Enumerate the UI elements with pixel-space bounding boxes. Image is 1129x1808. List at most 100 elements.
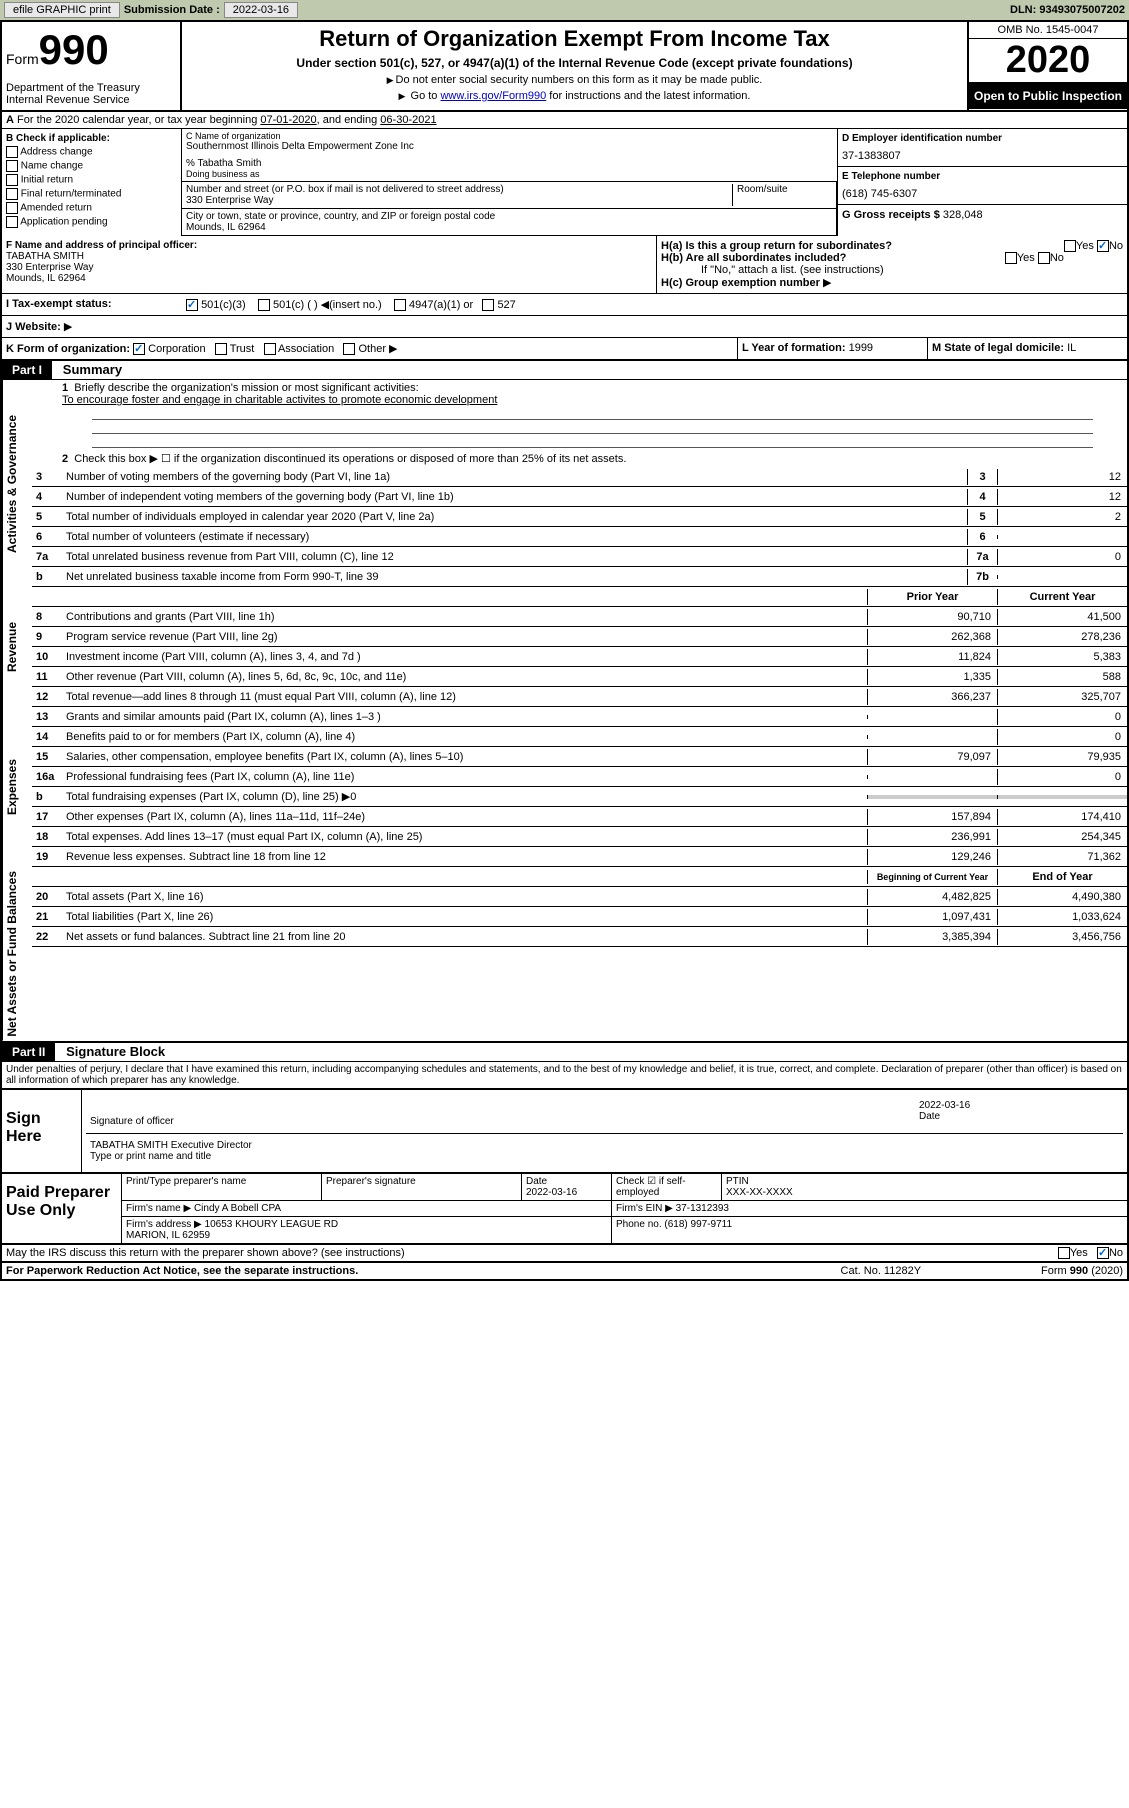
officer-label: F Name and address of principal officer:: [6, 240, 197, 251]
table-row: 5Total number of individuals employed in…: [32, 507, 1127, 527]
table-row: 14Benefits paid to or for members (Part …: [32, 727, 1127, 747]
k-label: K Form of organization:: [6, 343, 130, 355]
tax-status-row: I Tax-exempt status: 501(c)(3) 501(c) ( …: [2, 294, 1127, 316]
prep-check-label: Check ☑ if self-employed: [612, 1174, 722, 1200]
ein-label: D Employer identification number: [842, 133, 1123, 144]
firm-name: Cindy A Bobell CPA: [194, 1203, 281, 1214]
gross-receipts: 328,048: [943, 209, 983, 221]
prep-phone: (618) 997-9711: [664, 1219, 732, 1230]
preparer-label: Paid Preparer Use Only: [2, 1174, 122, 1243]
care-of: % Tabatha Smith: [186, 158, 833, 169]
table-row: bNet unrelated business taxable income f…: [32, 567, 1127, 587]
table-row: 21Total liabilities (Part X, line 26) 1,…: [32, 907, 1127, 927]
check-name[interactable]: Name change: [6, 160, 177, 172]
check-amended[interactable]: Amended return: [6, 202, 177, 214]
part1-title: Summary: [55, 360, 130, 379]
table-row: 12Total revenue—add lines 8 through 11 (…: [32, 687, 1127, 707]
irs-link[interactable]: www.irs.gov/Form990: [440, 90, 546, 102]
public-inspection: Open to Public Inspection: [969, 83, 1127, 109]
officer-addr1: 330 Enterprise Way: [6, 262, 93, 273]
table-row: 22Net assets or fund balances. Subtract …: [32, 927, 1127, 947]
expenses-section: Expenses 13Grants and similar amounts pa…: [2, 707, 1127, 867]
room-label: Room/suite: [737, 184, 832, 195]
table-row: 6Total number of volunteers (estimate if…: [32, 527, 1127, 547]
mission-text: To encourage foster and engage in charit…: [62, 394, 497, 406]
table-row: 17Other expenses (Part IX, column (A), l…: [32, 807, 1127, 827]
street: 330 Enterprise Way: [186, 195, 732, 206]
current-year-header: Current Year: [997, 589, 1127, 605]
table-row: 9Program service revenue (Part VIII, lin…: [32, 627, 1127, 647]
table-row: 13Grants and similar amounts paid (Part …: [32, 707, 1127, 727]
form-header: Form990 Department of the Treasury Inter…: [2, 22, 1127, 112]
table-row: bTotal fundraising expenses (Part IX, co…: [32, 787, 1127, 807]
prep-name-label: Print/Type preparer's name: [122, 1174, 322, 1200]
table-row: 20Total assets (Part X, line 16) 4,482,8…: [32, 887, 1127, 907]
check-pending[interactable]: Application pending: [6, 216, 177, 228]
type-name-label: Type or print name and title: [90, 1151, 1119, 1162]
perjury-text: Under penalties of perjury, I declare th…: [2, 1062, 1127, 1088]
domicile-label: M State of legal domicile:: [932, 342, 1064, 354]
hc-label: H(c) Group exemption number: [661, 277, 820, 289]
org-name-label: C Name of organization: [186, 131, 833, 141]
activities-governance: Activities & Governance 1 Briefly descri…: [2, 380, 1127, 587]
street-label: Number and street (or P.O. box if mail i…: [186, 184, 732, 195]
phone: (618) 745-6307: [842, 188, 1123, 200]
table-row: 18Total expenses. Add lines 13–17 (must …: [32, 827, 1127, 847]
hb-note: If "No," attach a list. (see instruction…: [661, 264, 1123, 276]
table-row: 7aTotal unrelated business revenue from …: [32, 547, 1127, 567]
table-row: 3Number of voting members of the governi…: [32, 467, 1127, 487]
table-row: 11Other revenue (Part VIII, column (A), …: [32, 667, 1127, 687]
part1-header: Part I: [2, 361, 52, 379]
k-row: K Form of organization: Corporation Trus…: [2, 338, 1127, 361]
ssn-note: Do not enter social security numbers on …: [186, 74, 963, 86]
table-row: 8Contributions and grants (Part VIII, li…: [32, 607, 1127, 627]
department: Department of the Treasury Internal Reve…: [6, 82, 176, 106]
table-row: 16aProfessional fundraising fees (Part I…: [32, 767, 1127, 787]
check-initial[interactable]: Initial return: [6, 174, 177, 186]
website-note: Go to www.irs.gov/Form990 for instructio…: [186, 90, 963, 102]
tax-year: 2020: [969, 39, 1127, 83]
sign-section: Sign Here Signature of officer 2022-03-1…: [2, 1088, 1127, 1174]
table-row: 10Investment income (Part VIII, column (…: [32, 647, 1127, 667]
submission-date-button[interactable]: 2022-03-16: [224, 2, 298, 18]
cat-no: Cat. No. 11282Y: [841, 1265, 922, 1277]
table-row: 4Number of independent voting members of…: [32, 487, 1127, 507]
line2-text: Check this box ▶ ☐ if the organization d…: [74, 453, 626, 465]
year-formation: 1999: [849, 342, 873, 354]
form-footer: Form 990 (2020): [1041, 1265, 1123, 1277]
officer-name: TABATHA SMITH: [6, 251, 84, 262]
check-address[interactable]: Address change: [6, 146, 177, 158]
part2-header: Part II: [2, 1043, 55, 1061]
phone-label: E Telephone number: [842, 171, 1123, 182]
form-title: Return of Organization Exempt From Incom…: [186, 26, 963, 52]
main-info: B Check if applicable: Address change Na…: [2, 129, 1127, 236]
preparer-section: Paid Preparer Use Only Print/Type prepar…: [2, 1174, 1127, 1245]
prep-sig-label: Preparer's signature: [322, 1174, 522, 1200]
paperwork-notice: For Paperwork Reduction Act Notice, see …: [6, 1265, 358, 1277]
dba-label: Doing business as: [186, 169, 833, 179]
status-label: I Tax-exempt status:: [6, 298, 112, 310]
check-final[interactable]: Final return/terminated: [6, 188, 177, 200]
efile-button[interactable]: efile GRAPHIC print: [4, 2, 120, 18]
section-b-label: B Check if applicable:: [6, 133, 177, 144]
org-name: Southernmost Illinois Delta Empowerment …: [186, 141, 833, 152]
prep-date: 2022-03-16: [526, 1187, 577, 1198]
gross-label: G Gross receipts $: [842, 209, 940, 221]
topbar: efile GRAPHIC print Submission Date : 20…: [0, 0, 1129, 20]
officer-row: F Name and address of principal officer:…: [2, 236, 1127, 294]
dln: DLN: 93493075007202: [1010, 4, 1125, 16]
sign-date-label: Date: [919, 1111, 1119, 1122]
form-number: Form990: [6, 26, 176, 74]
website-row: J Website: ▶: [2, 316, 1127, 338]
ptin: XXX-XX-XXXX: [726, 1187, 793, 1198]
part2-title: Signature Block: [58, 1042, 173, 1061]
officer-type-name: TABATHA SMITH Executive Director: [90, 1140, 1119, 1151]
ein: 37-1383807: [842, 150, 1123, 162]
side-expenses: Expenses: [2, 707, 32, 867]
table-row: 19Revenue less expenses. Subtract line 1…: [32, 847, 1127, 867]
side-revenue: Revenue: [2, 587, 32, 707]
submission-label: Submission Date :: [124, 4, 220, 16]
prior-year-header: Prior Year: [867, 589, 997, 605]
net-assets-section: Net Assets or Fund Balances Beginning of…: [2, 867, 1127, 1043]
ha-label: H(a) Is this a group return for subordin…: [661, 240, 892, 252]
